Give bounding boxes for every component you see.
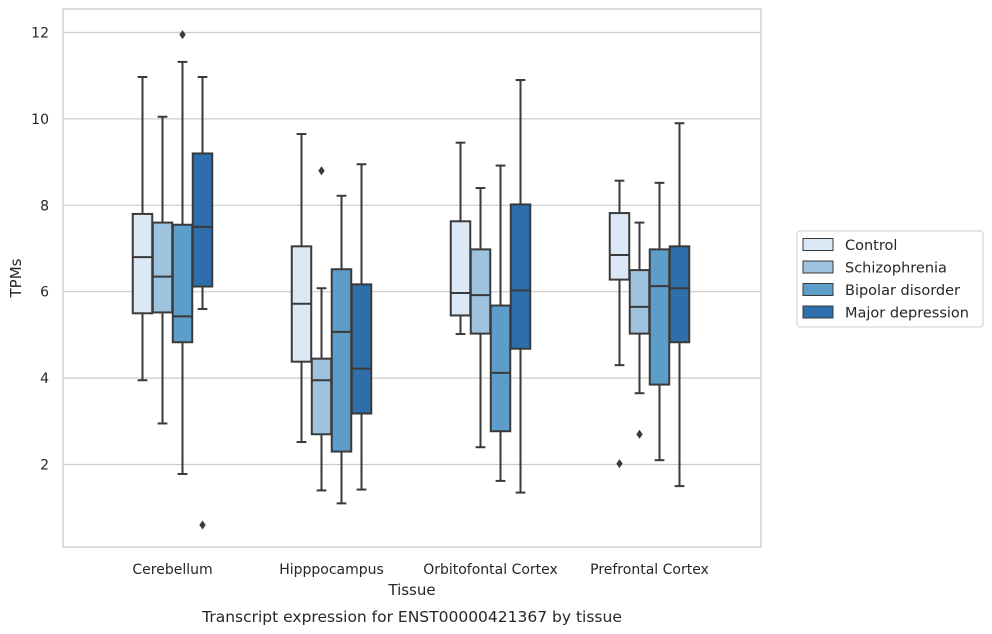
plot-frame (62, 8, 762, 548)
x-tick-labels: Cerebellum Hipppocampus Orbitofontal Corte… (132, 562, 708, 578)
legend: Control Schizophrenia Bipolar disorder Majo… (796, 230, 984, 328)
iqr-box (171, 223, 194, 344)
box-1-2 (290, 133, 313, 444)
iqr-box (191, 152, 214, 288)
y-tick-label-10: 10 (31, 112, 49, 128)
legend-swatch-1 (802, 238, 834, 251)
box-4-2 (350, 163, 373, 491)
x-tick-label-3: Orbitofontal Cortex (423, 562, 558, 578)
outlier-1 (179, 30, 186, 40)
x-axis-label: Tissue (387, 581, 435, 599)
iqr-box (449, 220, 472, 317)
legend-label-4: Major depression (845, 306, 969, 322)
box-1-3 (449, 141, 472, 336)
iqr-box (151, 221, 174, 314)
outlier-1 (318, 166, 325, 176)
iqr-box (648, 248, 671, 386)
iqr-box (668, 245, 691, 344)
iqr-box (509, 203, 532, 350)
x-tick-label-4: Prefrontal Cortex (590, 562, 709, 578)
x-tick-label-2: Hipppocampus (279, 562, 384, 578)
y-tick-labels: 2 4 6 8 10 12 (31, 26, 49, 474)
box-3-2 (330, 194, 353, 505)
box-2-3 (469, 187, 492, 449)
box-3-4 (648, 181, 671, 462)
iqr-box (469, 248, 492, 335)
legend-swatch-4 (802, 305, 834, 319)
iqr-box (330, 268, 353, 453)
box-2-2 (310, 166, 333, 492)
box-3-3 (489, 164, 512, 482)
legend-label-1: Control (845, 238, 897, 254)
legend-label-3: Bipolar disorder (845, 283, 960, 299)
boxes-layer (131, 30, 691, 530)
box-1-4 (608, 179, 631, 469)
box-4-4 (668, 122, 691, 488)
box-1-1 (131, 75, 154, 382)
y-tick-label-4: 4 (40, 371, 49, 387)
outlier-1 (636, 429, 643, 439)
y-tick-label-6: 6 (40, 285, 49, 301)
outlier-1 (199, 520, 206, 530)
iqr-box (350, 283, 373, 415)
legend-swatch-3 (802, 283, 834, 296)
box-2-1 (151, 115, 174, 425)
iqr-box (310, 357, 333, 436)
y-tick-label-12: 12 (31, 26, 49, 42)
box-3-1 (171, 30, 194, 476)
legend-swatch-2 (802, 260, 834, 274)
outlier-1 (616, 459, 623, 469)
y-tick-label-2: 2 (40, 458, 49, 474)
box-4-1 (191, 75, 214, 530)
box-2-4 (628, 221, 651, 439)
chart-caption: Transcript expression for ENST0000042136… (201, 608, 622, 626)
legend-label-2: Schizophrenia (845, 261, 947, 277)
iqr-box (628, 269, 651, 335)
x-tick-label-1: Cerebellum (132, 562, 212, 578)
legend-frame (796, 230, 984, 328)
box-4-3 (509, 79, 532, 494)
y-axis-label: TPMs (7, 258, 25, 298)
iqr-box (608, 212, 631, 281)
y-tick-label-8: 8 (40, 198, 49, 214)
iqr-box (489, 304, 512, 433)
iqr-box (131, 212, 154, 315)
